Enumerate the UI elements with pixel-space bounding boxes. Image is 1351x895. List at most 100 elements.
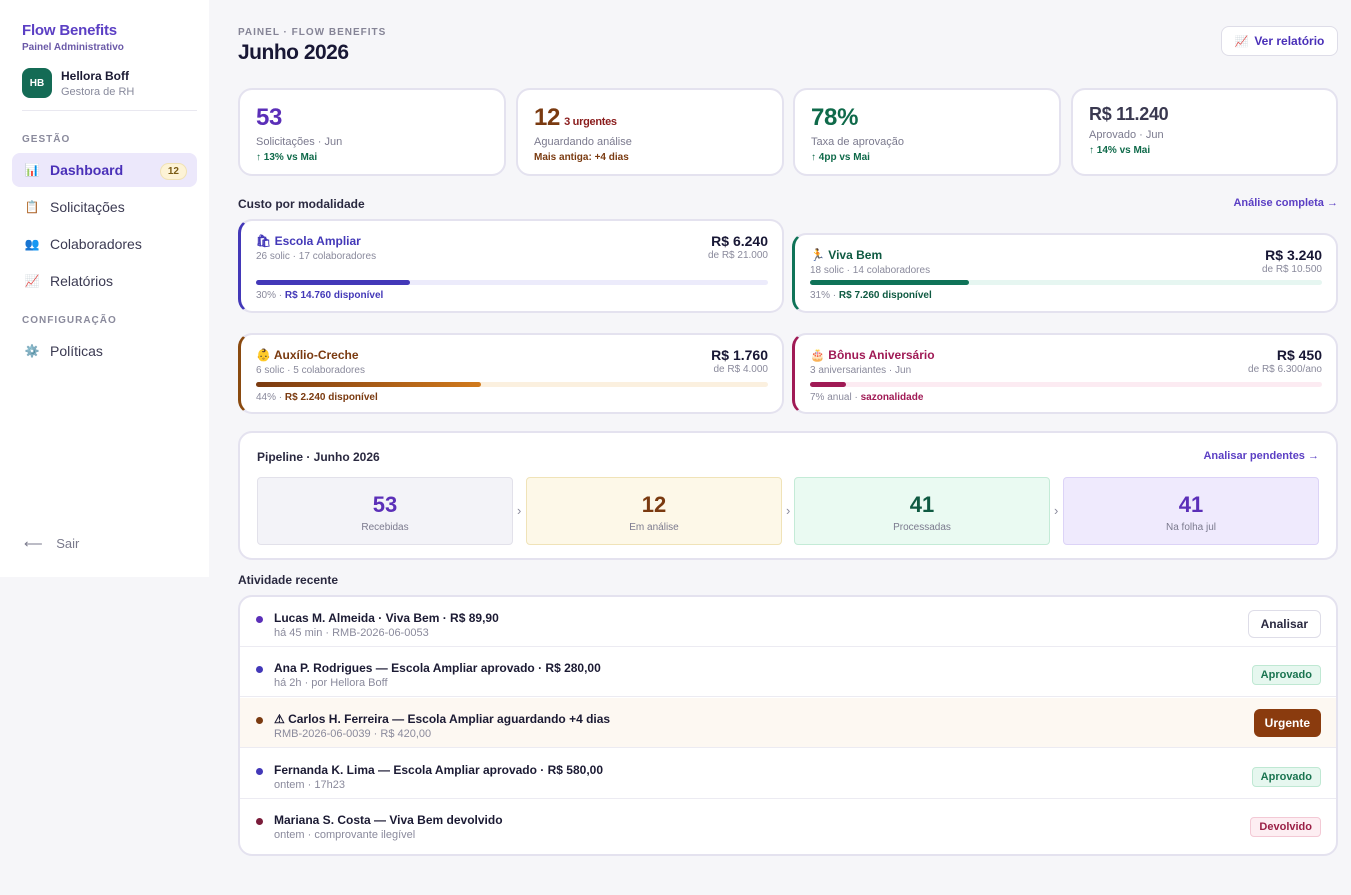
progress-fill [256, 280, 410, 285]
activity-row[interactable]: ⚠ Carlos H. Ferreira — Escola Ampliar ag… [240, 698, 1336, 748]
kpi-label: Solicitações · Jun [256, 136, 343, 148]
activity-subtext: há 2h · por Hellora Boff [274, 677, 388, 689]
modalidade-footer: 7% anual · sazonalidade [810, 392, 923, 403]
modalidade-card-bonus-aniversario[interactable]: 🎂 Bônus Aniversário 3 aniversariantes · … [792, 333, 1338, 414]
status-dot [256, 768, 263, 775]
sidebar-item-label: Solicitações [50, 199, 125, 215]
modalidade-footer: 31% · R$ 7.260 disponível [810, 290, 932, 301]
kpi-value: 53 [256, 104, 283, 131]
sidebar-item-colaboradores[interactable]: 👥 Colaboradores [12, 227, 197, 261]
pipeline-stage-recebidas[interactable]: 53 Recebidas [257, 477, 513, 545]
kpi-value: 12 [534, 104, 561, 131]
activity-row[interactable]: Mariana S. Costa — Viva Bem devolvido on… [240, 799, 1336, 849]
modalidade-card-viva-bem[interactable]: 🏃 Viva Bem 18 solic · 14 colaboradores R… [792, 233, 1338, 313]
analise-completa-link[interactable]: Análise completa → [1233, 197, 1338, 209]
kpi-label: Aprovado · Jun [1089, 129, 1164, 141]
modalidade-amount: R$ 450 [1276, 347, 1322, 363]
status-dot [256, 616, 263, 623]
status-dot [256, 666, 263, 673]
pipeline-label: Processadas [893, 522, 951, 533]
breadcrumb: PAINEL · FLOW BENEFITS [238, 27, 387, 38]
modalidade-available: R$ 14.760 disponível [284, 290, 384, 301]
status-badge: Aprovado [1251, 767, 1321, 787]
kpi-delta: ↑ 4pp vs Mai [811, 152, 870, 163]
report-button[interactable]: 📈 Ver relatório [1221, 26, 1338, 56]
pipeline-stage-em-analise[interactable]: 12 Em análise [526, 477, 782, 545]
activity-subtext: ontem · 17h23 [274, 779, 345, 791]
modalidade-budget: de R$ 21.000 [707, 250, 768, 261]
modalidade-card-escola-ampliar[interactable]: 🛍 Escola Ampliar 26 solic · 17 colaborad… [238, 219, 784, 313]
sidebar-item-solicitacoes[interactable]: 📋 Solicitações [12, 190, 197, 224]
pipeline-value: 41 [1178, 492, 1204, 517]
user-name: Hellora Boff [61, 68, 130, 83]
chevron-right-icon: › [1054, 503, 1059, 518]
sidebar-item-label: Colaboradores [50, 236, 142, 252]
modalidade-budget: de R$ 4.000 [713, 364, 769, 375]
modalidade-percent: 31% · [810, 290, 839, 301]
modalidade-name: Auxílio-Creche [273, 348, 359, 362]
trend-icon: 📈 [1234, 35, 1249, 48]
activity-title-text: ⚠ Carlos H. Ferreira — Escola Ampliar ag… [274, 712, 611, 726]
status-badge: Devolvido [1250, 817, 1321, 837]
kpi-label: Aguardando análise [534, 136, 632, 148]
gear-icon: ⚙️ [24, 344, 40, 358]
progress-fill [256, 382, 482, 387]
sidebar-item-politicas[interactable]: ⚙️ Políticas [12, 334, 197, 368]
modalidade-name: Viva Bem [828, 248, 883, 262]
modalidade-meta: 6 solic · 5 colaboradores [256, 365, 365, 376]
status-dot [256, 818, 263, 825]
modalidade-amount: R$ 3.240 [1265, 247, 1322, 263]
arrow-left-icon: ⟵ [24, 536, 43, 551]
modalidade-card-auxilio-creche[interactable]: 👶 Auxílio-Creche 6 solic · 5 colaborador… [238, 333, 784, 414]
pipeline-value: 53 [372, 492, 398, 517]
modalidade-budget: de R$ 10.500 [1261, 264, 1322, 275]
modalidade-available: sazonalidade [860, 392, 924, 403]
status-badge: Aprovado [1251, 665, 1321, 685]
kpi-label: Taxa de aprovação [811, 136, 904, 148]
trend-icon: 📈 [24, 274, 40, 288]
analisar-button[interactable]: Analisar [1247, 610, 1321, 638]
brand-name: Flow Benefits [22, 22, 117, 39]
people-icon: 👥 [24, 237, 40, 251]
chevron-right-icon: › [517, 503, 522, 518]
pipeline-stage-processadas[interactable]: 41 Processadas [794, 477, 1050, 545]
user-profile[interactable]: HB Hellora Boff Gestora de RH [22, 68, 134, 98]
bag-icon: 🛍 [256, 234, 272, 248]
sidebar-item-dashboard[interactable]: 📊 Dashboard 12 [12, 153, 197, 187]
runner-icon: 🏃 [810, 248, 825, 262]
sidebar-divider [22, 110, 197, 111]
activity-subtext: ontem · comprovante ilegível [274, 829, 416, 841]
sidebar-item-relatorios[interactable]: 📈 Relatórios [12, 264, 197, 298]
section-configuracao: CONFIGURAÇÃO [22, 315, 117, 326]
analisar-pendentes-link[interactable]: Analisar pendentes → [1203, 450, 1319, 462]
sidebar-item-label: Políticas [50, 343, 103, 359]
kpi-value: R$ 11.240 [1089, 104, 1169, 124]
activity-title-text: Fernanda K. Lima — Escola Ampliar aprova… [274, 763, 603, 777]
logout-label: Sair [56, 536, 80, 551]
modalidade-percent: 30% · [256, 290, 285, 301]
modalidade-percent: 7% anual · [810, 392, 861, 403]
logout-button[interactable]: ⟵ Sair [24, 536, 79, 552]
progress-bar [810, 382, 1322, 387]
urgente-button[interactable]: Urgente [1253, 709, 1321, 737]
kpi-delta: ↑ 13% vs Mai [256, 152, 318, 163]
kpi-delta: ↑ 14% vs Mai [1089, 145, 1151, 156]
activity-row[interactable]: Ana P. Rodrigues — Escola Ampliar aprova… [240, 647, 1336, 697]
chevron-right-icon: › [786, 503, 791, 518]
activity-row[interactable]: Fernanda K. Lima — Escola Ampliar aprova… [240, 749, 1336, 799]
activity-row[interactable]: Lucas M. Almeida · Viva Bem · R$ 89,90 h… [240, 597, 1336, 647]
pipeline-stage-na-folha[interactable]: 41 Na folha jul [1063, 477, 1319, 545]
clipboard-icon: 📋 [24, 200, 40, 214]
pipeline-title: Pipeline · Junho 2026 [257, 450, 380, 464]
activity-title-text: Mariana S. Costa — Viva Bem devolvido [274, 813, 503, 827]
cake-icon: 🎂 [810, 348, 825, 362]
modalidade-footer: 44% · R$ 2.240 disponível [256, 392, 378, 403]
activity-title-text: Lucas M. Almeida · Viva Bem · R$ 89,90 [274, 611, 499, 625]
activity-list: Lucas M. Almeida · Viva Bem · R$ 89,90 h… [238, 595, 1338, 856]
user-role: Gestora de RH [61, 85, 135, 98]
avatar: HB [22, 68, 52, 98]
progress-fill [810, 382, 846, 387]
sidebar-item-label: Dashboard [50, 162, 124, 178]
baby-icon: 👶 [256, 348, 271, 362]
kpi-taxa-aprovacao: 78% Taxa de aprovação ↑ 4pp vs Mai [793, 88, 1061, 176]
